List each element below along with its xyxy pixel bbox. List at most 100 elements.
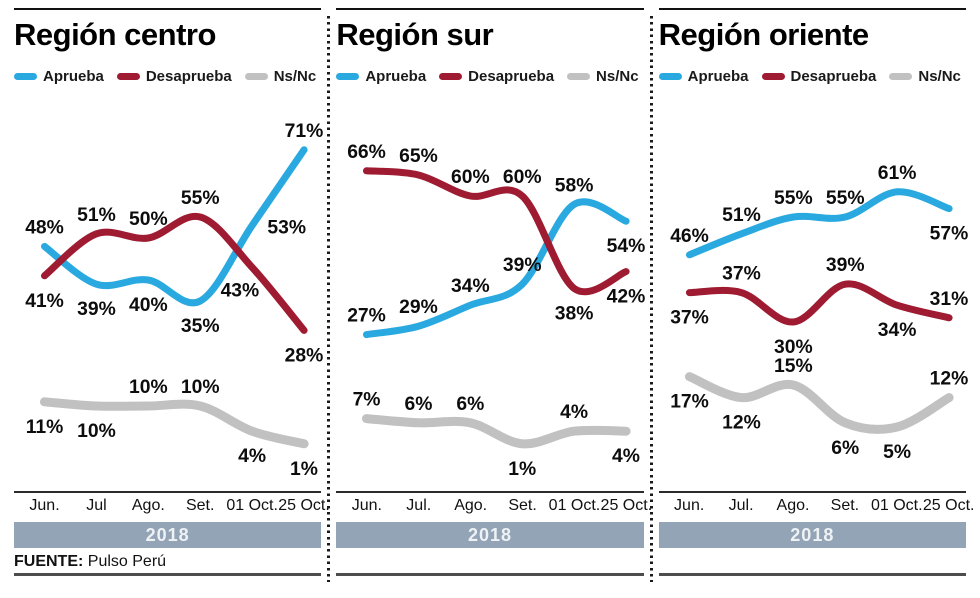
series-line-desaprueba <box>363 167 630 296</box>
data-label: 60% <box>451 167 490 188</box>
legend: Aprueba Desaprueba Ns/Nc <box>14 67 321 85</box>
x-axis-label: 25 Oct. <box>600 497 653 514</box>
x-axis-label: Jun. <box>29 497 60 514</box>
data-label: 55% <box>181 188 220 209</box>
data-label: 12% <box>722 413 761 434</box>
data-label: 38% <box>555 304 594 325</box>
x-axis-label: 01 Oct. <box>226 497 278 514</box>
data-label: 17% <box>670 392 709 413</box>
legend-item: Desaprueba <box>116 67 232 85</box>
x-axis-label: Jul. <box>406 497 432 514</box>
x-axis: Jun. Jul Ago. Set. 01 Oct. 25 Oct. <box>14 491 330 517</box>
legend-label: Aprueba <box>365 67 427 85</box>
line-chart-svg: 48% 39% 40% 35% 53% 71% 41% 51% 50% 55% 43% 28% 11% 1… <box>25 121 324 480</box>
source-label: FUENTE: <box>14 553 84 570</box>
series-line-aprueba <box>40 146 308 307</box>
panel-region-centro: Región centro Aprueba Desaprueba Ns/Nc 48%… <box>8 6 330 598</box>
data-label: 55% <box>826 188 865 209</box>
data-label: 34% <box>877 320 916 341</box>
panel-region-sur: Región sur Aprueba Desaprueba Ns/Nc 27% 29%… <box>330 6 652 598</box>
data-label: 34% <box>451 276 490 297</box>
data-label: 35% <box>181 316 220 337</box>
legend-label: Desaprueba <box>145 67 232 85</box>
data-label: 15% <box>774 356 813 377</box>
legend-label: Ns/Nc <box>596 67 639 85</box>
data-label: 54% <box>607 236 646 257</box>
x-axis-label: Jun. <box>674 497 705 514</box>
data-label: 46% <box>670 226 709 247</box>
data-label: 71% <box>285 121 324 142</box>
data-label: 53% <box>267 218 306 239</box>
panel-region-oriente: Región oriente Aprueba Desaprueba Ns/Nc 46… <box>653 6 975 598</box>
panel-divider <box>327 16 331 582</box>
data-label: 28% <box>285 346 324 367</box>
x-axis-label: Jun. <box>351 497 382 514</box>
data-label: 43% <box>221 281 260 302</box>
legend-label: Desaprueba <box>790 67 877 85</box>
x-axis-label: Set. <box>185 497 215 514</box>
data-label: 1% <box>509 459 537 480</box>
series-line-aprueba <box>685 188 953 259</box>
data-label: 37% <box>670 308 709 329</box>
data-label: 51% <box>722 205 761 226</box>
data-label: 29% <box>399 297 438 318</box>
data-label: 7% <box>353 390 381 411</box>
data-label: 1% <box>290 459 318 480</box>
panel-bottom-rule <box>14 573 322 576</box>
legend-label: Ns/Nc <box>273 67 317 85</box>
legend: Aprueba Desaprueba Ns/Nc <box>336 67 643 85</box>
data-label: 39% <box>503 255 542 276</box>
line-chart-svg: 27% 29% 34% 39% 58% 54% 66% 65% 60% 60% 38% 42% 7% 6%… <box>348 142 646 480</box>
legend-swatch-icon <box>761 72 785 80</box>
panel-top-rule <box>658 8 966 10</box>
data-label: 57% <box>929 224 968 245</box>
data-label: 39% <box>826 255 865 276</box>
data-label: 58% <box>555 176 594 197</box>
legend-swatch-icon <box>14 72 37 80</box>
data-label: 6% <box>457 394 485 415</box>
panel-bottom-rule <box>336 573 644 576</box>
legend-item: Desaprueba <box>439 68 554 85</box>
legend-swatch-icon <box>567 72 591 80</box>
year-band-label: 2018 <box>467 525 513 545</box>
series-line-aprueba <box>363 198 630 339</box>
legend-swatch-icon <box>116 72 140 80</box>
data-label: 10% <box>77 421 116 442</box>
x-axis: Jun. Jul. Ago. Set. 01 Oct. 25 Oct. <box>336 491 652 517</box>
data-label: 12% <box>929 369 968 390</box>
x-axis-label: 01 Oct. <box>870 497 923 514</box>
legend-item: Ns/Nc <box>244 67 317 85</box>
source-line <box>659 551 966 573</box>
data-label: 31% <box>929 289 968 310</box>
line-chart-svg: 46% 51% 55% 55% 61% 57% 37% 37% 30% 39% 34% 31% 17% 1… <box>670 163 968 463</box>
x-axis-label: Ago. <box>776 497 810 514</box>
data-label: 42% <box>607 287 646 308</box>
data-label: 41% <box>25 291 64 312</box>
legend-swatch-icon <box>244 72 268 80</box>
legend-swatch-icon <box>336 72 360 80</box>
data-label: 6% <box>405 394 433 415</box>
data-label: 48% <box>25 218 64 239</box>
series-line-desaprueba <box>40 212 308 334</box>
legend-label: Desaprueba <box>468 67 555 85</box>
data-label: 27% <box>348 306 387 327</box>
x-axis-label: Ago. <box>454 497 488 514</box>
legend-item: Aprueba <box>658 67 749 85</box>
x-axis-label: 01 Oct. <box>548 497 601 514</box>
legend-label: Aprueba <box>687 67 749 85</box>
legend-item: Desaprueba <box>761 67 877 85</box>
data-label: 10% <box>129 377 168 398</box>
data-label: 39% <box>77 299 116 320</box>
data-label: 61% <box>877 163 916 184</box>
year-band: 2018 <box>336 522 644 548</box>
x-axis-label: 25 Oct. <box>922 497 975 514</box>
year-band: 2018 <box>658 522 966 548</box>
legend-label: Ns/Nc <box>918 67 961 85</box>
legend-item: Ns/Nc <box>889 68 961 85</box>
data-label: 55% <box>774 188 813 209</box>
data-label: 30% <box>774 337 813 358</box>
x-axis-label: Jul <box>86 497 107 514</box>
legend-item: Aprueba <box>14 68 104 85</box>
panel-title: Región centro <box>14 17 216 52</box>
